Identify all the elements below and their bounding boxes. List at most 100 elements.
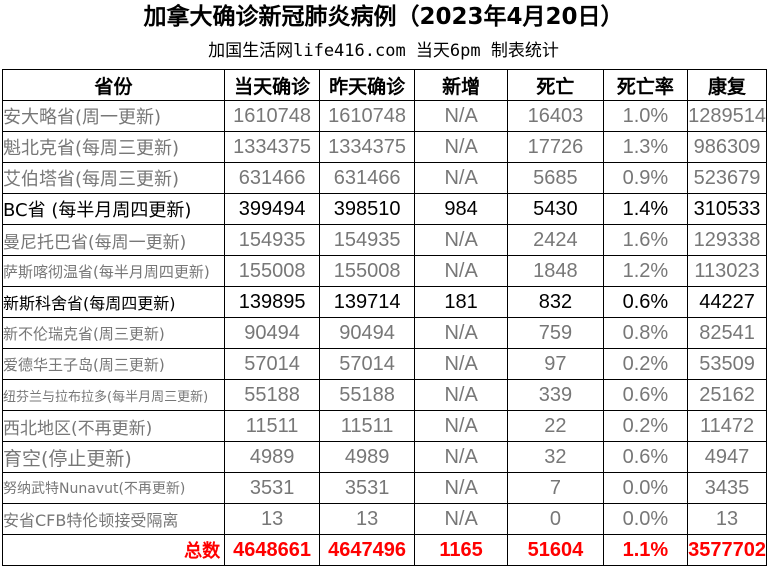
table-row: 萨斯喀彻温省(每半月周四更新) 155008 155008 N/A 1848 1.2% 11… [1, 255, 767, 287]
cell-death-rate: 0.2% [602, 348, 689, 380]
total-row: 总数 4648661 4647496 1165 51604 1.1% 35777… [1, 534, 767, 566]
cell-province: 努纳武特Nunavut(不再更新) [1, 472, 226, 504]
table-row: 安大略省(周一更新) 1610748 1610748 N/A 16403 1.0% 1289… [1, 100, 767, 132]
table-row: 纽芬兰与拉布拉多(每半月周三更新) 55188 55188 N/A 339 0.6% 251… [1, 379, 767, 411]
cell-yesterday: 11511 [319, 410, 416, 442]
page-title: 加拿大确诊新冠肺炎病例（2023年4月20日） [143, 4, 624, 30]
cell-recovered: 1289514 [687, 100, 767, 132]
cell-recovered: 310533 [687, 193, 767, 225]
cell-yesterday: 1610748 [319, 100, 416, 132]
table-row: 新斯科舍省(每周四更新) 139895 139714 181 832 0.6% 44227 [1, 286, 767, 318]
table-row: 西北地区(不再更新) 11511 11511 N/A 22 0.2% 11472 [1, 410, 767, 442]
table-row: 魁北克省(每周三更新) 1334375 1334375 N/A 17726 1.3% 986… [1, 131, 767, 163]
cell-today: 90494 [224, 317, 321, 349]
cell-today: 1334375 [224, 131, 321, 163]
cell-death-rate: 0.6% [602, 286, 689, 318]
cell-recovered: 986309 [687, 131, 767, 163]
cell-today: 3531 [224, 472, 321, 504]
cell-today: 57014 [224, 348, 321, 380]
covid-case-table: 省份 当天确诊 昨天确诊 新增 死亡 死亡率 康复 安大略省(周一更新) 1610… [1, 69, 767, 566]
cell-yesterday: 155008 [319, 255, 416, 287]
cell-province: 西北地区(不再更新) [1, 410, 226, 442]
cell-today: 139895 [224, 286, 321, 318]
cell-yesterday: 55188 [319, 379, 416, 411]
header-deaths: 死亡 [507, 69, 604, 101]
cell-province: 育空(停止更新) [1, 441, 226, 473]
cell-today: 4989 [224, 441, 321, 473]
cell-yesterday: 398510 [319, 193, 416, 225]
page-subtitle: 加国生活网life416.com 当天6pm 制表统计 [208, 41, 559, 61]
total-death-rate: 1.1% [602, 534, 689, 566]
cell-yesterday: 3531 [319, 472, 416, 504]
total-deaths: 51604 [507, 534, 604, 566]
cell-recovered: 82541 [687, 317, 767, 349]
cell-province: 安省CFB特伦顿接受隔离 [1, 503, 226, 535]
cell-deaths: 16403 [507, 100, 604, 132]
cell-province: 萨斯喀彻温省(每半月周四更新) [1, 255, 226, 287]
cell-yesterday: 57014 [319, 348, 416, 380]
table-body: 安大略省(周一更新) 1610748 1610748 N/A 16403 1.0% 1289… [1, 100, 767, 566]
cell-today: 55188 [224, 379, 321, 411]
cell-new: 181 [414, 286, 509, 318]
cell-today: 155008 [224, 255, 321, 287]
cell-today: 13 [224, 503, 321, 535]
cell-today: 11511 [224, 410, 321, 442]
cell-death-rate: 1.6% [602, 224, 689, 256]
header-today: 当天确诊 [224, 69, 321, 101]
cell-yesterday: 4989 [319, 441, 416, 473]
table-row: 爱德华王子岛(周三更新) 57014 57014 N/A 97 0.2% 53509 [1, 348, 767, 380]
cell-yesterday: 154935 [319, 224, 416, 256]
cell-deaths: 0 [507, 503, 604, 535]
cell-death-rate: 1.0% [602, 100, 689, 132]
cell-death-rate: 0.0% [602, 472, 689, 504]
table-row: BC省 (每半月周四更新) 399494 398510 984 5430 1.4% 3105… [1, 193, 767, 225]
header-death-rate: 死亡率 [602, 69, 689, 101]
cell-new: N/A [414, 472, 509, 504]
cell-new: N/A [414, 441, 509, 473]
total-recovered: 3577702 [687, 534, 767, 566]
cell-recovered: 44227 [687, 286, 767, 318]
cell-deaths: 17726 [507, 131, 604, 163]
cell-recovered: 523679 [687, 162, 767, 194]
cell-deaths: 22 [507, 410, 604, 442]
cell-today: 631466 [224, 162, 321, 194]
cell-province: 新不伦瑞克省(周三更新) [1, 317, 226, 349]
cell-deaths: 339 [507, 379, 604, 411]
cell-deaths: 32 [507, 441, 604, 473]
cell-province: 纽芬兰与拉布拉多(每半月周三更新) [1, 379, 226, 411]
cell-province: 艾伯塔省(每周三更新) [1, 162, 226, 194]
cell-death-rate: 0.6% [602, 379, 689, 411]
header-province: 省份 [1, 69, 226, 101]
cell-yesterday: 90494 [319, 317, 416, 349]
cell-new: 984 [414, 193, 509, 225]
cell-deaths: 759 [507, 317, 604, 349]
cell-province: 曼尼托巴省(每周一更新) [1, 224, 226, 256]
cell-death-rate: 0.9% [602, 162, 689, 194]
cell-recovered: 53509 [687, 348, 767, 380]
cell-death-rate: 0.6% [602, 441, 689, 473]
cell-recovered: 129338 [687, 224, 767, 256]
cell-death-rate: 0.2% [602, 410, 689, 442]
table-header-row: 省份 当天确诊 昨天确诊 新增 死亡 死亡率 康复 [1, 69, 767, 101]
cell-new: N/A [414, 317, 509, 349]
cell-death-rate: 1.2% [602, 255, 689, 287]
header-recovered: 康复 [687, 69, 767, 101]
cell-new: N/A [414, 348, 509, 380]
cell-province: 魁北克省(每周三更新) [1, 131, 226, 163]
cell-today: 399494 [224, 193, 321, 225]
header-yesterday: 昨天确诊 [319, 69, 416, 101]
total-yesterday: 4647496 [319, 534, 416, 566]
cell-death-rate: 0.0% [602, 503, 689, 535]
cell-deaths: 1848 [507, 255, 604, 287]
cell-yesterday: 139714 [319, 286, 416, 318]
cell-yesterday: 1334375 [319, 131, 416, 163]
cell-province: 安大略省(周一更新) [1, 100, 226, 132]
table-row: 育空(停止更新) 4989 4989 N/A 32 0.6% 4947 [1, 441, 767, 473]
cell-recovered: 4947 [687, 441, 767, 473]
cell-recovered: 3435 [687, 472, 767, 504]
cell-death-rate: 0.8% [602, 317, 689, 349]
cell-yesterday: 631466 [319, 162, 416, 194]
cell-deaths: 5685 [507, 162, 604, 194]
cell-new: N/A [414, 224, 509, 256]
cell-new: N/A [414, 131, 509, 163]
